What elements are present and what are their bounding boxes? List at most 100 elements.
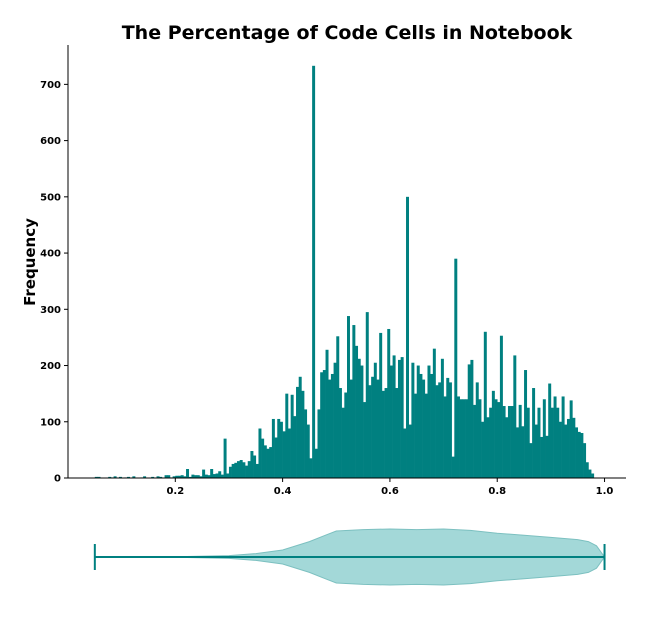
histogram-bar [588, 469, 592, 478]
histogram-bar [207, 475, 211, 478]
histogram-bar [516, 427, 519, 478]
histogram-bar [451, 456, 455, 478]
histogram-bar [293, 416, 297, 478]
histogram-bar [199, 476, 203, 478]
histogram-bar [414, 393, 418, 478]
y-tick-label: 300 [40, 305, 61, 316]
histogram-bar [188, 476, 192, 478]
histogram-bar [395, 388, 399, 478]
histogram-bar [486, 417, 490, 478]
histogram: 0.2 0.4 0.6 0.8 1.0 0 100 200 300 400 500 600 700 [40, 45, 626, 497]
histogram-bar [553, 396, 557, 478]
histogram-bar [416, 365, 420, 478]
histogram-bar [497, 402, 501, 478]
histogram-bar [328, 379, 332, 478]
histogram-bar [507, 406, 511, 478]
histogram-bar [338, 388, 342, 478]
histogram-bar [269, 447, 273, 478]
histogram-bar [502, 406, 506, 478]
violin-plot [93, 528, 606, 586]
y-tick-label: 200 [40, 361, 61, 372]
histogram-bar [459, 399, 463, 478]
histogram-bar [435, 385, 439, 478]
histogram-bar [274, 437, 278, 478]
histogram-bar [258, 428, 262, 478]
histogram-bar [287, 428, 291, 478]
histogram-bar [575, 427, 579, 478]
histogram-bar [237, 461, 240, 478]
histogram-bar [403, 428, 407, 478]
histogram-bar [132, 476, 136, 478]
histogram-bar [194, 475, 198, 478]
histogram-bar [250, 451, 254, 478]
histogram-bar [183, 476, 187, 478]
histogram-bar [113, 476, 117, 478]
histogram-bar [242, 462, 246, 478]
histogram-bar [333, 362, 337, 478]
histogram-bar [159, 476, 163, 478]
histogram-bar [537, 407, 541, 478]
histogram-bar [186, 469, 190, 478]
histogram-bar [580, 433, 584, 478]
histogram-bar [247, 461, 251, 478]
histogram-bar [202, 469, 206, 478]
histogram-bar [239, 460, 243, 478]
histogram-bar [210, 469, 214, 478]
histogram-bar [180, 475, 184, 478]
histogram-bar [529, 443, 533, 478]
histogram-bar [325, 349, 329, 478]
histogram-bar [347, 316, 350, 478]
y-axis-ticks: 0 100 200 300 400 500 600 700 [40, 80, 68, 485]
histogram-bar [448, 382, 452, 478]
histogram-bar [167, 475, 171, 478]
histogram-bar [505, 417, 509, 478]
histogram-bars [94, 65, 595, 479]
histogram-bar [312, 65, 316, 479]
histogram-bar [430, 373, 434, 478]
histogram-bar [282, 431, 286, 478]
histogram-bar [97, 476, 101, 478]
histogram-bar [226, 473, 230, 478]
histogram-bar [304, 409, 308, 478]
histogram-bar [532, 388, 536, 478]
histogram-bar [151, 476, 155, 478]
histogram-bar [456, 396, 460, 478]
histogram-bar [357, 358, 361, 478]
histogram-bar [513, 355, 517, 478]
histogram-bar [379, 332, 383, 478]
histogram-bar [521, 426, 525, 478]
histogram-bar [524, 370, 528, 478]
histogram-bar [234, 462, 238, 478]
histogram-bar [143, 476, 147, 478]
histogram-bar [397, 359, 401, 478]
histogram-bar [341, 407, 345, 478]
histogram-bar [330, 373, 334, 478]
histogram-bar [255, 463, 259, 478]
histogram-bar [301, 390, 305, 478]
histogram-bar [290, 394, 294, 478]
histogram-bar [534, 424, 538, 478]
histogram-bar [360, 365, 364, 478]
histogram-bar [277, 418, 281, 478]
histogram-bar [510, 406, 514, 478]
histogram-bar [320, 372, 324, 478]
histogram-bar [583, 443, 587, 478]
histogram-bar [470, 359, 474, 478]
histogram-bar [540, 436, 544, 478]
x-tick-label: 0.8 [488, 486, 506, 497]
histogram-bar [279, 421, 283, 478]
histogram-bar [231, 463, 235, 478]
histogram-bar [561, 396, 565, 478]
histogram-bar [564, 424, 568, 478]
histogram-bar [545, 435, 549, 478]
histogram-bar [228, 466, 232, 478]
histogram-bar [572, 417, 576, 478]
histogram-bar [591, 473, 595, 478]
x-tick-label: 0.2 [166, 486, 184, 497]
histogram-bar [389, 365, 393, 478]
histogram-bar [349, 379, 353, 478]
histogram-bar [465, 399, 469, 478]
histogram-bar [196, 475, 200, 478]
histogram-bar [518, 404, 522, 478]
histogram-bar [569, 400, 573, 478]
